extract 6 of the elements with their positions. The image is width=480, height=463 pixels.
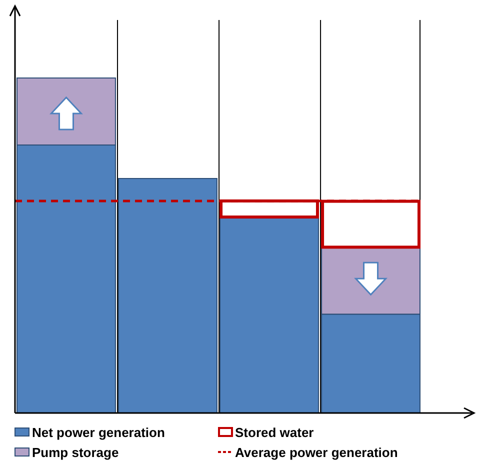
legend-label: Net power generation	[32, 425, 165, 440]
legend-label: Average power generation	[235, 445, 398, 460]
bar	[118, 178, 218, 414]
legend-label: Pump storage	[32, 445, 119, 460]
legend-label: Stored water	[235, 425, 314, 440]
bar	[220, 216, 319, 414]
